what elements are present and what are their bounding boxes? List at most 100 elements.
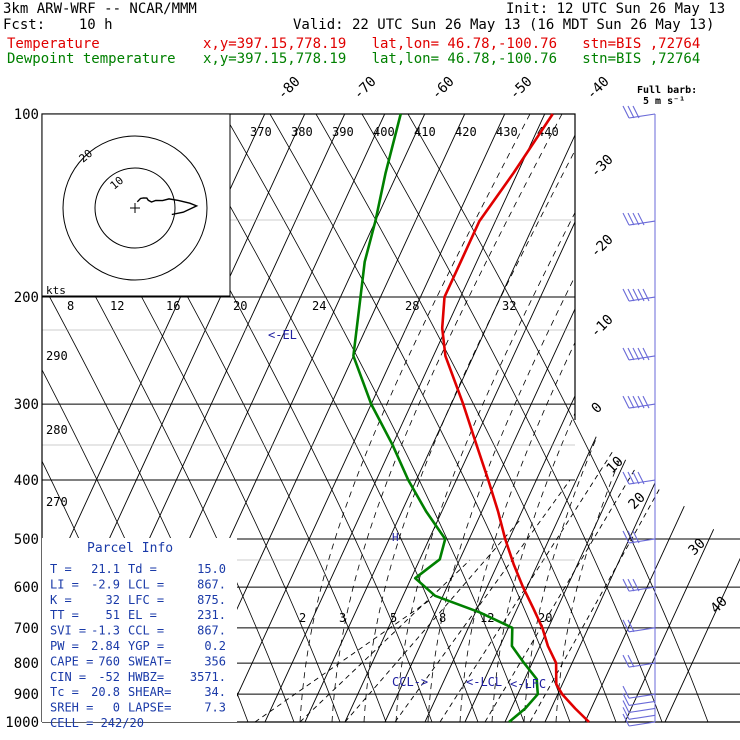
isotherm-line bbox=[544, 114, 740, 722]
parcel-info-label: EL = bbox=[128, 608, 157, 622]
parcel-info-value: 15.0 bbox=[197, 562, 226, 576]
theta-label: 280 bbox=[46, 423, 68, 437]
isotherm-line bbox=[504, 114, 740, 722]
parcel-info-label: CCL = bbox=[128, 624, 164, 638]
theta-e-label: 380 bbox=[291, 125, 313, 139]
parcel-info-value: 0 bbox=[113, 701, 120, 715]
wind-barb-flag bbox=[642, 347, 650, 361]
isotherm-line bbox=[264, 114, 546, 722]
isotherm-label: -30 bbox=[588, 152, 617, 181]
theta-label: 290 bbox=[46, 349, 68, 363]
wind-barb-flag bbox=[622, 347, 630, 361]
wind-barb bbox=[628, 700, 656, 706]
wind-barb-flag bbox=[632, 212, 640, 226]
parcel-info-label: LI = bbox=[50, 577, 79, 591]
wind-barb-flag bbox=[627, 212, 635, 226]
legend-dewpoint: Dewpoint temperature bbox=[7, 51, 176, 67]
h-marker: H bbox=[392, 531, 399, 544]
parcel-info-value: 51 bbox=[106, 608, 120, 622]
isotherm-label: -40 bbox=[584, 74, 613, 103]
wind-barb-flag bbox=[622, 395, 630, 409]
mixing-ratio-label: 16 bbox=[166, 299, 180, 313]
temperature-profile bbox=[440, 113, 590, 723]
dry-adiabat bbox=[223, 114, 525, 722]
wind-barb-flag bbox=[637, 471, 645, 485]
isotherm-line bbox=[384, 114, 666, 722]
mixing-ratio-label: 3 bbox=[339, 611, 346, 625]
wind-barb-flag bbox=[627, 654, 635, 668]
mixing-ratio-label: 8 bbox=[439, 611, 446, 625]
parcel-info-label: Td = bbox=[128, 562, 157, 576]
isotherm-line bbox=[224, 114, 506, 722]
pressure-tick-label: 100 bbox=[14, 107, 39, 123]
hodograph-ring bbox=[94, 167, 176, 249]
wind-barb-flag bbox=[622, 530, 630, 544]
forecast-hour: Fcst: 10 h bbox=[3, 17, 113, 33]
parcel-info-value: 867. bbox=[197, 577, 226, 591]
parcel-info-label: K = bbox=[50, 593, 72, 607]
theta-e-label: 370 bbox=[250, 125, 272, 139]
dry-adiabat bbox=[177, 114, 479, 722]
parcel-info-value: 3571. bbox=[190, 670, 226, 684]
isotherm-label: 20 bbox=[626, 490, 649, 513]
parcel-info-value: 2.84 bbox=[91, 639, 120, 653]
moist-adiabat bbox=[299, 114, 531, 722]
wind-barb bbox=[628, 707, 656, 713]
mixing-ratio-label: 20 bbox=[233, 299, 247, 313]
wind-barb-flag bbox=[622, 693, 630, 706]
ccl-marker: CCL-> bbox=[392, 675, 428, 689]
isotherm-label: -80 bbox=[275, 74, 304, 103]
wind-barb-flag bbox=[632, 395, 640, 409]
wind-barb-flag bbox=[627, 105, 635, 119]
pressure-tick-label: 800 bbox=[14, 656, 39, 672]
isotherm-line bbox=[664, 114, 740, 722]
parcel-info-label: LFC = bbox=[128, 593, 164, 607]
wind-barb-flag bbox=[632, 288, 640, 302]
theta-label: 270 bbox=[46, 495, 68, 509]
isotherm-label: -60 bbox=[429, 74, 458, 103]
wind-barb-flag bbox=[622, 713, 630, 727]
pressure-tick-label: 200 bbox=[14, 290, 39, 306]
wind-barb-flag bbox=[632, 578, 640, 592]
mixing-ratio-label: 20 bbox=[538, 611, 552, 625]
parcel-info-label: LAPSE= bbox=[128, 701, 171, 715]
parcel-info-value: 760 bbox=[98, 654, 120, 668]
init-time: Init: 12 UTC Sun 26 May 13 bbox=[506, 1, 726, 17]
parcel-info-value: 0.2 bbox=[204, 639, 226, 653]
moist-adiabat bbox=[363, 114, 595, 722]
wind-barb-flag bbox=[627, 347, 635, 361]
dry-adiabat bbox=[269, 114, 571, 722]
isotherm-label: -70 bbox=[351, 74, 380, 103]
dry-adiabat bbox=[361, 114, 663, 722]
isotherm-line bbox=[624, 114, 740, 722]
parcel-info-value: 867. bbox=[197, 624, 226, 638]
parcel-info-label: CIN = bbox=[50, 670, 86, 684]
wind-barb-flag bbox=[627, 471, 635, 485]
parcel-info-value: -52 bbox=[98, 670, 120, 684]
model-title: 3km ARW-WRF -- NCAR/MMM bbox=[3, 1, 197, 17]
wind-barb-flag bbox=[642, 288, 650, 302]
wind-barb-flag bbox=[627, 619, 635, 633]
mixing-ratio-label: 12 bbox=[110, 299, 124, 313]
wind-barb-flag bbox=[622, 619, 630, 633]
theta-e-label: 390 bbox=[332, 125, 354, 139]
parcel-info-value: -2.9 bbox=[91, 577, 120, 591]
mixing-ratio-label: 5 bbox=[390, 611, 397, 625]
isotherm-label: 40 bbox=[708, 594, 731, 617]
valid-time: Valid: 22 UTC Sun 26 May 13 (16 MDT Sun … bbox=[293, 17, 715, 33]
parcel-info-label: TT = bbox=[50, 608, 79, 622]
hodograph-ring bbox=[62, 135, 208, 281]
theta-e-label: 420 bbox=[455, 125, 477, 139]
dry-adiabat bbox=[407, 114, 709, 722]
dewpoint-profile bbox=[352, 113, 540, 723]
parcel-info-value: 34. bbox=[204, 685, 226, 699]
isotherm-label: 0 bbox=[589, 400, 606, 417]
parcel-info-value: 21.1 bbox=[91, 562, 120, 576]
wind-barb-flag bbox=[622, 288, 630, 302]
barb-legend-title: Full barb: bbox=[637, 85, 697, 96]
parcel-info-label: SVI = bbox=[50, 624, 86, 638]
lfc-marker: <-LFC bbox=[510, 677, 546, 691]
hodograph-trace bbox=[136, 197, 199, 216]
isotherm-line bbox=[464, 114, 740, 722]
